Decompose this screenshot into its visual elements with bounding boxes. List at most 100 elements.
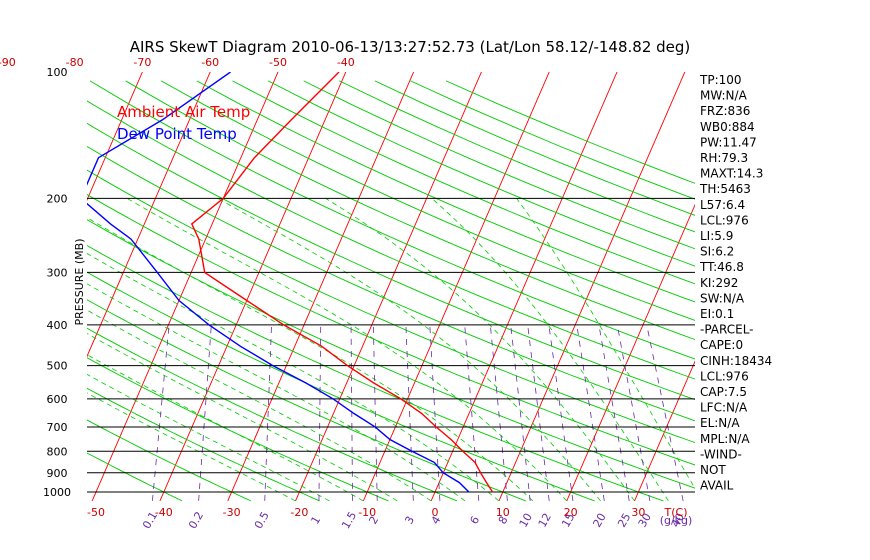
stat-item: FRZ:836	[700, 104, 750, 118]
mixing-ratio-line	[576, 324, 605, 501]
plot-grid	[0, 63, 870, 502]
temperature-tick-labels: 0.1 0.2 0.5 1 1.5 2 3 4 6 8 10 12 15 20 25 30 40(g/kg)-5…	[0, 56, 692, 531]
mixing-ratio-line	[646, 324, 684, 501]
mixing-ratio-tick-label: 1	[308, 514, 323, 527]
mixing-ratio-tick-label: 15	[559, 511, 577, 530]
stat-item: LFC:N/A	[700, 401, 748, 415]
stat-item: TP:100	[699, 73, 742, 87]
temp-tick-label-bottom: -30	[223, 506, 241, 519]
dry-adiabat-line	[410, 80, 695, 200]
isotherm-line	[362, 72, 550, 502]
temp-tick-label-bottom: -40	[155, 506, 173, 519]
dry-adiabat-line	[87, 122, 695, 401]
temp-unit-label: T(C)	[664, 506, 688, 519]
mixing-ratio-line	[372, 324, 378, 501]
stat-item: LCL:976	[700, 213, 749, 227]
mixing-ratio-tick-label: 30	[636, 511, 654, 530]
pressure-tick-label: 800	[47, 445, 68, 458]
temp-tick-label-top: -50	[269, 56, 287, 69]
mixing-ratio-tick-label: 0.2	[186, 509, 206, 531]
isotherm-line	[770, 63, 870, 501]
temp-tick-label-top: -60	[201, 56, 219, 69]
dry-adiabat-line	[303, 80, 695, 250]
pressure-tick-label: 600	[47, 393, 68, 406]
stat-item: -WIND-	[700, 447, 742, 461]
stat-item: EI:0.1	[700, 307, 734, 321]
moist-adiabat-line	[87, 392, 296, 502]
legend-entry: Dew Point Temp	[117, 125, 237, 143]
mixing-ratio-line	[198, 324, 212, 501]
isotherm-line	[87, 72, 143, 201]
ambient-air-temp-line	[190, 72, 494, 493]
mixing-ratio-line	[548, 324, 574, 501]
isotherm-line	[634, 360, 695, 502]
dry-adiabat-line	[87, 357, 389, 502]
temp-tick-label-bottom: 20	[564, 506, 578, 519]
temp-tick-label-bottom: -50	[87, 506, 105, 519]
mixing-ratio-tick-label: 1.5	[339, 509, 359, 531]
legend-entry: Ambient Air Temp	[117, 103, 250, 121]
stat-item: MAXT:14.3	[700, 167, 763, 181]
mixing-ratio-line	[527, 324, 550, 501]
dew-point-temp-line	[87, 72, 470, 493]
dry-adiabat-line	[339, 80, 695, 233]
mixing-ratio-line	[489, 324, 508, 501]
moist-adiabat-line	[87, 309, 432, 502]
temp-tick-label-bottom: 10	[496, 506, 510, 519]
pressure-tick-label: 1000	[43, 486, 71, 499]
pressure-tick-label: 400	[47, 319, 68, 332]
isotherm-line	[0, 63, 79, 501]
stat-item: MW:N/A	[700, 89, 748, 103]
moist-adiabat-line	[87, 354, 364, 502]
moist-adiabat-line	[126, 198, 567, 502]
dry-adiabat-line	[87, 387, 320, 502]
mixing-ratio-tick-label: 10	[517, 511, 535, 530]
mixing-ratio-line	[318, 324, 322, 501]
mixing-ratio-line	[598, 324, 630, 501]
mixing-ratio-tick-label: 20	[590, 511, 608, 530]
stat-item: KI:292	[700, 276, 738, 290]
isobar-lines	[87, 197, 695, 493]
isotherm-line	[498, 72, 686, 502]
dry-adiabat-line	[267, 80, 695, 267]
mixing-ratio-line	[350, 324, 353, 501]
mixing-ratio-line	[429, 324, 441, 501]
pressure-tick-label: 500	[47, 360, 68, 373]
dry-adiabat-line	[87, 419, 252, 502]
moist-adiabat-line	[87, 373, 330, 502]
temp-tick-label-top: -70	[133, 56, 151, 69]
temp-tick-label-bottom: 30	[631, 506, 645, 519]
isotherm-line	[838, 63, 870, 501]
mixing-ratio-tick-label: 6	[467, 514, 482, 527]
dry-adiabat-line	[87, 100, 695, 380]
stat-item: TH:5463	[699, 182, 751, 196]
isotherm-line	[227, 72, 415, 502]
stat-item: RH:79.3	[700, 151, 748, 165]
moist-adiabat-line	[431, 198, 669, 502]
mixing-ratio-line	[405, 324, 414, 501]
temp-tick-label-bottom: 0	[432, 506, 439, 519]
pressure-tick-label: 700	[47, 421, 68, 434]
isotherm-line	[430, 72, 618, 502]
mixing-ratio-tick-label: 40	[669, 511, 687, 530]
temp-tick-label-bottom: -10	[358, 506, 376, 519]
dry-adiabat-line	[87, 219, 695, 489]
pressure-tick-label: 300	[47, 266, 68, 279]
mixing-ratio-tick-label: 12	[536, 511, 554, 530]
mixing-ratio-line	[264, 324, 272, 501]
isotherm-line	[295, 72, 482, 502]
dry-adiabat-line	[87, 244, 664, 502]
isotherm-line	[87, 72, 211, 358]
pressure-tick-label: 200	[47, 192, 68, 205]
stat-item: PW:11.47	[700, 135, 757, 149]
mixing-ratio-tick-label: 3	[402, 514, 417, 527]
dry-adiabat-line	[89, 80, 695, 360]
mixing-ratio-line	[464, 324, 480, 501]
stat-item: CAPE:0	[700, 338, 743, 352]
dry-adiabat-line	[196, 80, 695, 303]
stat-item: WB0:884	[700, 120, 755, 134]
isotherm-line	[159, 72, 347, 502]
dry-adiabat-line	[87, 452, 183, 502]
